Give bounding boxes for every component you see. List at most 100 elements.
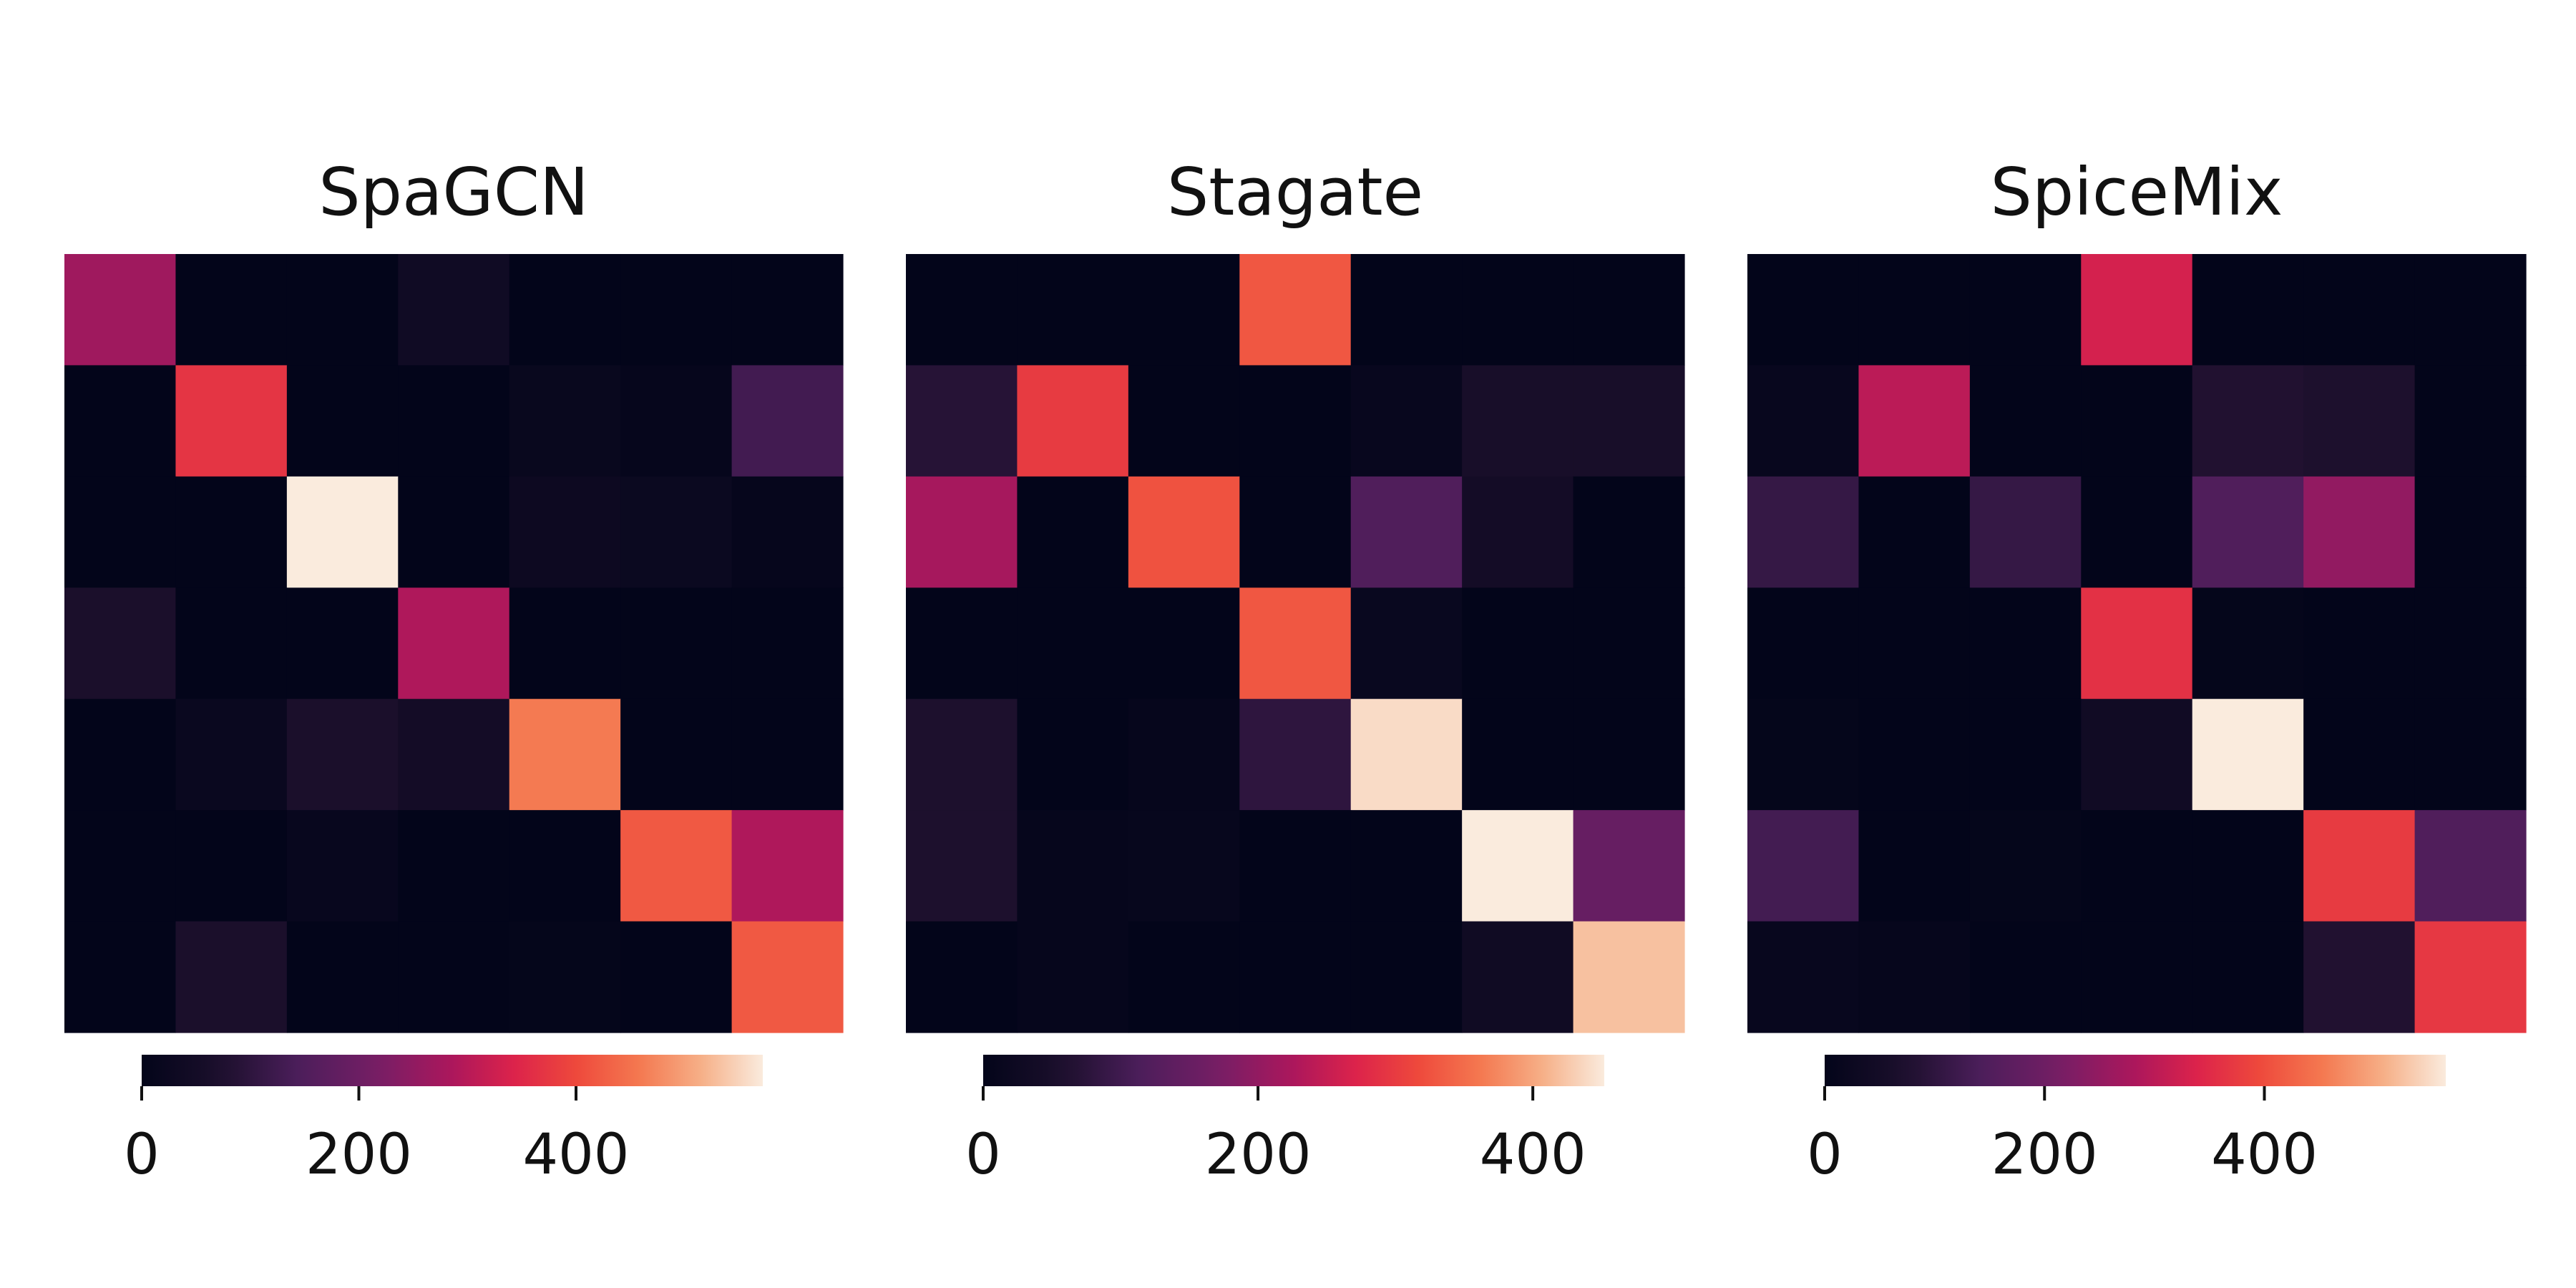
heatmap-cell [731, 365, 844, 477]
heatmap-cell [1573, 921, 1685, 1033]
heatmap-cell [398, 587, 510, 700]
heatmap-cell [1128, 587, 1240, 700]
heatmap-cell [906, 810, 1018, 922]
heatmap-cell [2303, 365, 2416, 477]
heatmap-cell [1350, 365, 1463, 477]
heatmap-cell [1128, 254, 1240, 366]
heatmap-cell [175, 365, 288, 477]
heatmap-cell [1128, 921, 1240, 1033]
heatmap-panel: SpiceMix 0 200 400 [1747, 154, 2527, 1187]
colorbar-tick-label: 400 [523, 1123, 630, 1187]
heatmap-cell [1573, 254, 1685, 366]
colorbar-tick-label: 400 [1480, 1123, 1586, 1187]
heatmap-cell [2414, 810, 2527, 922]
colorbar-tick-label: 200 [306, 1123, 412, 1187]
heatmap-cell [1969, 365, 2082, 477]
heatmap-cell [175, 698, 288, 811]
heatmap-cell [1573, 810, 1685, 922]
heatmap-cell [1858, 365, 1971, 477]
heatmap-cell [509, 254, 621, 366]
heatmap-cell [2192, 254, 2304, 366]
heatmap-cell [2081, 810, 2193, 922]
heatmap-cell [2192, 698, 2304, 811]
heatmap-cell [1239, 921, 1352, 1033]
heatmap-cell [1239, 810, 1352, 922]
heatmap-cell [1747, 254, 1860, 366]
heatmap-cell [175, 810, 288, 922]
heatmap-cell [731, 810, 844, 922]
heatmap-cell [1350, 587, 1463, 700]
heatmap-cell [1462, 254, 1574, 366]
heatmap-cell [2303, 587, 2416, 700]
heatmap-cell [1350, 810, 1463, 922]
heatmap-cell [1858, 698, 1971, 811]
colorbar [983, 1055, 1604, 1086]
heatmap-cell [509, 587, 621, 700]
heatmap-cell [175, 921, 288, 1033]
heatmap-panels: SpaGCN 0 200 400 Stagate 0 200 400 SpiceMix 0 200 4… [64, 154, 2527, 1187]
colorbar-tick-label: 200 [1991, 1123, 2098, 1187]
heatmap-cell [1858, 810, 1971, 922]
heatmap-cell [2081, 476, 2193, 588]
heatmap-cell [286, 365, 399, 477]
heatmap-cell [286, 476, 399, 588]
heatmap-cell [2414, 254, 2527, 366]
heatmap-cell [2081, 587, 2193, 700]
heatmap-cell [286, 587, 399, 700]
heatmap-cell [64, 254, 177, 366]
heatmap-cell [906, 476, 1018, 588]
heatmap-cell [64, 810, 177, 922]
heatmap-cell [620, 365, 733, 477]
heatmap-panel: SpaGCN 0 200 400 [64, 154, 844, 1187]
heatmap-cell [1017, 587, 1129, 700]
heatmap-cell [620, 810, 733, 922]
heatmap-cell [398, 476, 510, 588]
heatmap-cell [731, 921, 844, 1033]
heatmap-cell [2303, 476, 2416, 588]
heatmap-cell [1969, 810, 2082, 922]
colorbar-tick-label: 0 [965, 1123, 1001, 1187]
heatmap-cell [731, 698, 844, 811]
heatmap-cell [2303, 254, 2416, 366]
heatmap-cell [906, 587, 1018, 700]
panel-title: SpiceMix [1991, 154, 2283, 230]
colorbar-tick-label: 0 [1807, 1123, 1843, 1187]
heatmap-cell [1462, 921, 1574, 1033]
colorbar-tick-label: 400 [2211, 1123, 2318, 1187]
heatmap-cell [1462, 587, 1574, 700]
panel-title: Stagate [1167, 154, 1423, 230]
heatmap-cell [1017, 698, 1129, 811]
heatmap-cell [1350, 254, 1463, 366]
heatmap-cell [2414, 587, 2527, 700]
heatmap-cell [2303, 921, 2416, 1033]
heatmap-cell [2192, 810, 2304, 922]
heatmap-cell [731, 476, 844, 588]
heatmap-cell [1128, 698, 1240, 811]
heatmap-cell [1239, 365, 1352, 477]
heatmap-cell [509, 476, 621, 588]
heatmap-cell [1017, 810, 1129, 922]
heatmap-cell [175, 254, 288, 366]
panel-title: SpaGCN [318, 154, 589, 230]
heatmap-cell [1462, 810, 1574, 922]
heatmap-cell [1747, 476, 1860, 588]
heatmap-cell [2414, 698, 2527, 811]
heatmap-cell [1350, 698, 1463, 811]
heatmap-cell [1239, 698, 1352, 811]
heatmap-cell [1462, 698, 1574, 811]
heatmap-cell [64, 587, 177, 700]
heatmap-cell [1747, 587, 1860, 700]
heatmap-cell [2192, 476, 2304, 588]
heatmap-cell [2081, 254, 2193, 366]
heatmap-cell [398, 921, 510, 1033]
heatmap-cell [1128, 476, 1240, 588]
heatmap-cell [620, 476, 733, 588]
heatmap-cell [2081, 921, 2193, 1033]
heatmap-cell [1858, 921, 1971, 1033]
colorbar-tick-label: 200 [1205, 1123, 1312, 1187]
heatmap-cell [1747, 698, 1860, 811]
heatmap-cell [1573, 476, 1685, 588]
heatmap-cell [1017, 476, 1129, 588]
heatmap-cell [1573, 365, 1685, 477]
